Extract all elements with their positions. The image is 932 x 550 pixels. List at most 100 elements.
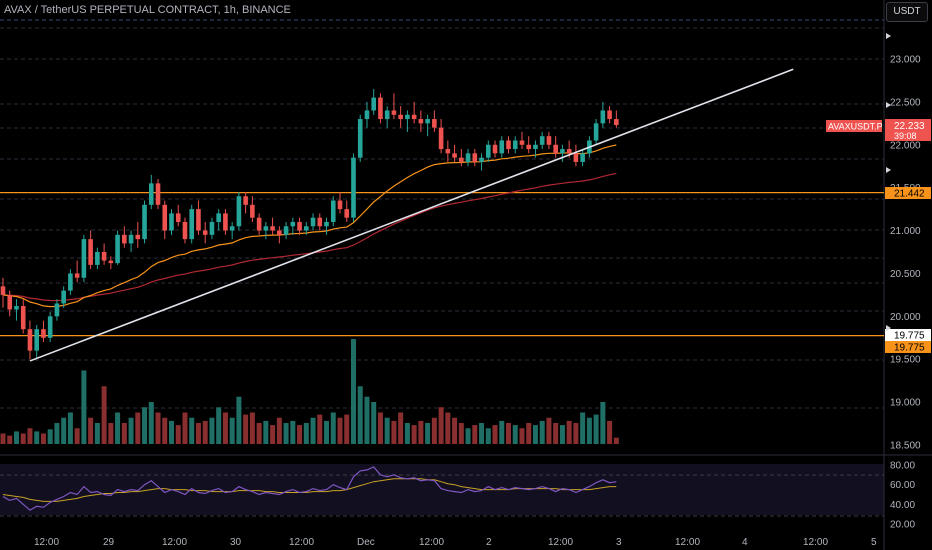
volume-bar — [303, 423, 309, 444]
candle-body — [607, 110, 612, 120]
arrow-right-icon — [886, 167, 891, 173]
candle-body — [553, 144, 558, 154]
candle-body — [371, 97, 376, 111]
candle-body — [202, 230, 208, 235]
candle-body — [566, 149, 572, 154]
volume-bar — [270, 425, 276, 444]
candle-body — [270, 226, 275, 231]
time-tick-label: Dec — [357, 537, 375, 548]
price-tick-label: 20.500 — [890, 269, 921, 280]
volume-bar — [74, 428, 80, 444]
candle-body — [297, 221, 302, 231]
last-price-badge-bg — [885, 119, 931, 141]
candle-body — [304, 226, 309, 231]
candle-body — [27, 329, 33, 351]
candle-body — [357, 119, 363, 158]
volume-bar — [546, 417, 552, 444]
price-tick-label: 20.000 — [890, 312, 921, 323]
time-tick-label: 29 — [103, 537, 115, 548]
candle-body — [216, 213, 221, 222]
rsi-tick-label: 60.00 — [890, 480, 915, 491]
volume-bar — [276, 417, 282, 444]
volume-bars — [0, 339, 619, 444]
volume-bar — [377, 412, 383, 444]
horizontal-levels — [0, 191, 884, 337]
candles — [0, 89, 619, 360]
candle-body — [95, 252, 100, 265]
volume-bar — [189, 417, 195, 444]
candle-body — [593, 123, 599, 141]
volume-bar — [391, 420, 397, 444]
volume-bar — [101, 386, 107, 444]
price-tick-label: 22.000 — [890, 140, 921, 151]
candle-body — [479, 157, 484, 162]
candle-body — [74, 273, 80, 278]
candle-body — [108, 260, 114, 264]
currency-selector[interactable]: USDT — [886, 2, 928, 22]
candle-body — [499, 140, 505, 154]
volume-bar — [54, 423, 60, 444]
candle-body — [277, 230, 282, 235]
candle-body — [445, 149, 451, 154]
candle-body — [88, 239, 93, 265]
volume-bar — [88, 417, 94, 444]
volume-bar — [61, 417, 67, 444]
candle-body — [54, 303, 60, 317]
volume-bar — [519, 428, 525, 444]
candle-body — [391, 110, 397, 115]
volume-bar — [209, 417, 215, 444]
volume-bar — [283, 423, 289, 444]
candle-body — [81, 239, 87, 278]
candle-body — [465, 153, 471, 162]
volume-bar — [371, 402, 377, 444]
volume-bar — [148, 402, 154, 444]
volume-bar — [566, 420, 572, 444]
volume-bar — [364, 396, 370, 444]
volume-bar — [162, 417, 168, 444]
candle-body — [506, 140, 511, 150]
price-tick-label: 23.000 — [890, 55, 921, 66]
time-tick-label: 12:00 — [548, 537, 573, 548]
time-axis-labels: 12:00 29 12:00 30 12:00 Dec 12:00 2 12:00 3 12:00 4… — [34, 537, 877, 548]
volume-bar — [34, 431, 40, 444]
volume-bar — [479, 423, 485, 444]
candle-body — [169, 213, 174, 231]
volume-bar — [553, 423, 559, 444]
rsi-tick-label: 20.00 — [890, 520, 915, 531]
volume-bar — [155, 412, 161, 444]
candle-body — [142, 204, 147, 240]
candle-body — [263, 226, 269, 231]
trendline[interactable] — [29, 68, 794, 362]
volume-bar — [222, 412, 228, 444]
symbol-badge-bg — [826, 120, 882, 132]
volume-bar — [344, 414, 350, 444]
candle-body — [364, 110, 370, 120]
candle-body — [182, 221, 188, 240]
candle-body — [519, 140, 525, 145]
rsi-tick-label: 80.00 — [890, 461, 915, 472]
volume-bar — [350, 339, 356, 444]
axis-arrows — [886, 33, 891, 331]
volume-bar — [458, 423, 464, 444]
volume-bar — [607, 420, 613, 444]
candle-body — [209, 221, 215, 235]
volume-bar — [135, 412, 141, 444]
volume-bar — [310, 417, 316, 444]
candle-body — [405, 114, 410, 120]
volume-bar — [472, 425, 478, 444]
price-badge: AVAXUSDT.P 22.233 39:08 — [826, 119, 931, 141]
price-tick-label: 19.500 — [890, 355, 921, 366]
volume-bar — [121, 423, 127, 444]
candle-body — [526, 144, 532, 150]
time-tick-label: 5 — [871, 537, 877, 548]
volume-bar — [573, 423, 579, 444]
candle-body — [533, 144, 538, 150]
lower-level-badge-1-bg — [885, 329, 931, 341]
candle-body — [155, 183, 161, 205]
candle-body — [223, 213, 228, 231]
candle-body — [68, 273, 73, 291]
price-tick-label: 19.000 — [890, 398, 921, 409]
lower-level-badge-2-bg — [885, 341, 931, 353]
candle-body — [344, 209, 350, 218]
